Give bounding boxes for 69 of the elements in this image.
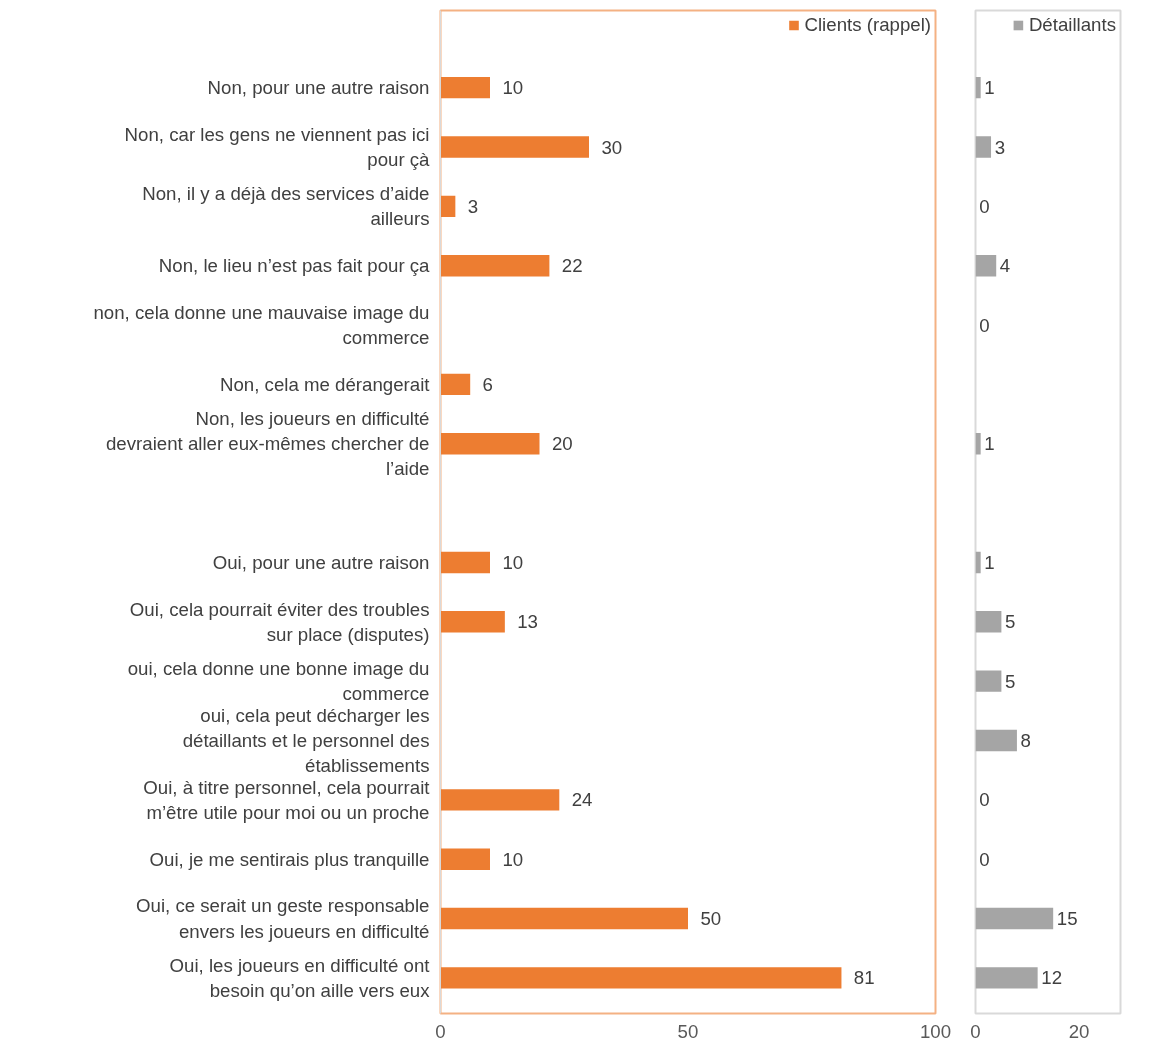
x-tick-label: 20 [1068, 1020, 1090, 1042]
data-label: 20 [551, 433, 573, 455]
data-label: 1 [984, 433, 995, 455]
data-label: 3 [994, 136, 1006, 158]
legend-label: Clients (rappel) [804, 14, 931, 36]
data-label: 15 [1056, 908, 1078, 930]
data-label: 10 [502, 551, 524, 573]
data-label: 1 [984, 77, 995, 99]
bar [440, 789, 560, 811]
data-label: 0 [979, 314, 990, 336]
y-tick-label: Oui, cela pourrait éviter des troubles sur place (disputes) [129, 598, 430, 645]
y-tick-label: Oui, à titre personnel, cela pourrait m’être utile pour moi ou un proche [143, 776, 431, 823]
x-tick-label: 50 [677, 1020, 699, 1042]
data-label: 1 [984, 551, 995, 573]
bar [440, 195, 456, 218]
x-tick-label: 0 [970, 1020, 981, 1042]
bar [975, 255, 997, 277]
bar [975, 76, 981, 99]
bar [440, 551, 490, 574]
data-label: 6 [482, 373, 493, 395]
y-tick-label: Non, le lieu n’est pas fait pour ça [158, 255, 431, 277]
data-label: 5 [1005, 670, 1016, 692]
y-tick-label: Oui, ce serait un geste responsable envers les joueurs en difficulté [136, 895, 430, 942]
bar [975, 729, 1017, 752]
bar [975, 967, 1038, 989]
data-label: 0 [979, 195, 990, 217]
bar [440, 967, 842, 989]
bar [440, 373, 471, 396]
y-tick-label: Non, les joueurs en difficulté devraient aller eux-mêmes chercher de l’aide [105, 408, 430, 480]
data-label: 22 [561, 255, 583, 277]
bar [440, 136, 589, 158]
y-tick-label: non, cela donne une mauvaise image du commerce [93, 301, 430, 349]
data-label: 0 [979, 848, 990, 870]
y-tick-label: Oui, les joueurs en difficulté ont besoin qu’on aille vers eux [169, 954, 431, 1001]
y-tick-label: Non, il y a déjà des services d’aide ailleurs [142, 183, 430, 230]
data-label: 4 [999, 255, 1011, 277]
y-tick-label: Non, cela me dérangerait [220, 373, 431, 395]
bar [975, 907, 1054, 930]
bar [975, 611, 1002, 633]
bar [440, 611, 505, 633]
data-label: 24 [571, 789, 593, 811]
legend-label: Détaillants [1028, 14, 1116, 36]
x-tick-label: 100 [919, 1020, 952, 1042]
x-tick-label: 0 [435, 1020, 446, 1042]
y-tick-label: Oui, pour une autre raison [212, 551, 430, 573]
data-label: 10 [502, 848, 524, 870]
data-label: 10 [502, 77, 524, 99]
bar [975, 433, 981, 455]
y-tick-label: Oui, je me sentirais plus tranquille [149, 848, 430, 870]
bar [440, 433, 540, 455]
data-label: 5 [1005, 611, 1016, 633]
data-label: 3 [467, 195, 479, 217]
bar [975, 551, 981, 574]
data-label: 12 [1041, 967, 1063, 989]
data-label: 0 [979, 789, 990, 811]
bar [440, 907, 688, 930]
data-label: 81 [853, 967, 875, 989]
y-tick-label: Non, pour une autre raison [207, 77, 430, 99]
bar [440, 76, 490, 99]
data-label: 30 [601, 136, 623, 158]
bar [440, 848, 490, 870]
bar [440, 255, 550, 277]
bar [975, 670, 1002, 692]
bar [975, 136, 992, 158]
y-tick-label: oui, cela peut décharger les détaillants et le personnel des établissements [182, 704, 430, 777]
data-label: 50 [700, 908, 722, 930]
data-label: 8 [1020, 729, 1031, 751]
y-tick-label: Non, car les gens ne viennent pas ici pour çà [124, 123, 431, 171]
data-label: 13 [517, 611, 538, 633]
